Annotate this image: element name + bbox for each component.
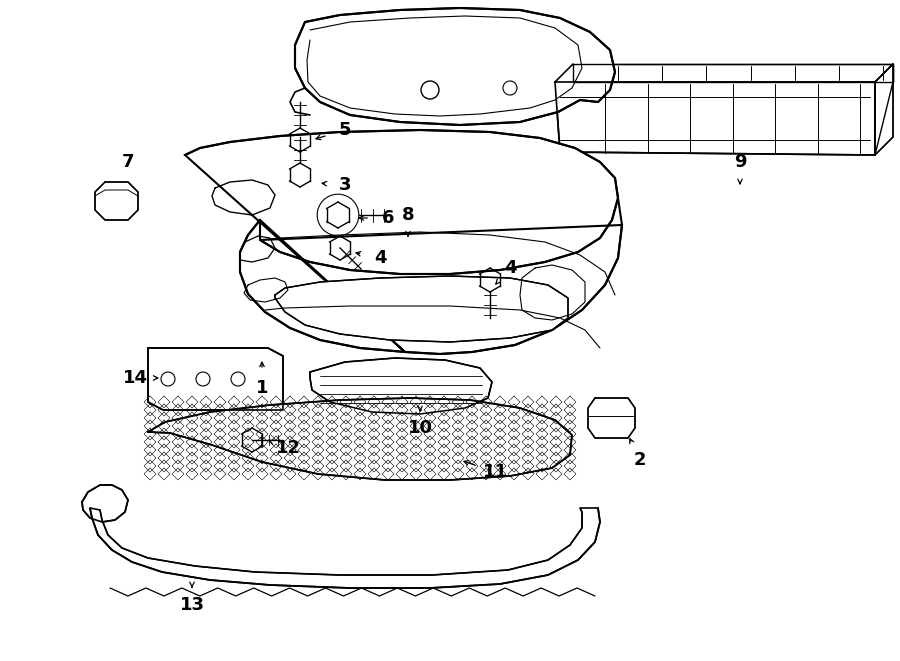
- Text: 5: 5: [338, 121, 351, 139]
- Text: 12: 12: [275, 439, 301, 457]
- Polygon shape: [95, 182, 138, 220]
- Text: 6: 6: [382, 209, 394, 227]
- Polygon shape: [555, 82, 875, 155]
- Text: 10: 10: [408, 419, 433, 437]
- Polygon shape: [148, 398, 572, 480]
- Polygon shape: [310, 358, 492, 414]
- Text: 7: 7: [122, 153, 134, 171]
- Polygon shape: [275, 276, 568, 342]
- Text: 1: 1: [256, 379, 268, 397]
- Text: 11: 11: [482, 463, 508, 481]
- Text: 14: 14: [122, 369, 148, 387]
- Polygon shape: [875, 64, 893, 155]
- Polygon shape: [185, 130, 622, 354]
- Polygon shape: [90, 508, 600, 588]
- Polygon shape: [82, 485, 128, 522]
- Text: 8: 8: [401, 206, 414, 224]
- Polygon shape: [573, 64, 893, 82]
- Polygon shape: [588, 398, 635, 438]
- Text: 2: 2: [634, 451, 646, 469]
- Text: 13: 13: [179, 596, 204, 614]
- Polygon shape: [148, 348, 283, 410]
- Text: 9: 9: [734, 153, 746, 171]
- Polygon shape: [295, 8, 615, 125]
- Text: 4: 4: [504, 259, 517, 277]
- Text: 4: 4: [374, 249, 386, 267]
- Text: 3: 3: [338, 176, 351, 194]
